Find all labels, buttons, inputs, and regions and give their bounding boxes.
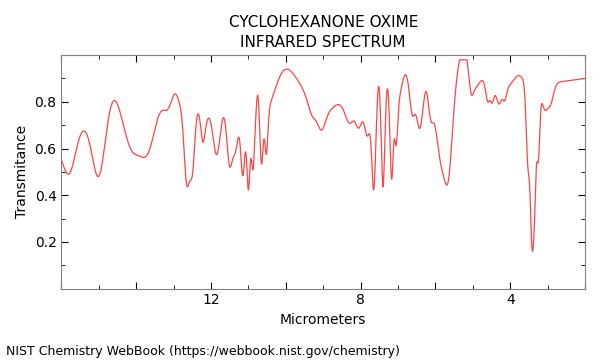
Title: CYCLOHEXANONE OXIME
INFRARED SPECTRUM: CYCLOHEXANONE OXIME INFRARED SPECTRUM — [229, 15, 418, 50]
Y-axis label: Transmitance: Transmitance — [15, 125, 29, 219]
X-axis label: Micrometers: Micrometers — [280, 313, 367, 327]
Text: NIST Chemistry WebBook (https://webbook.nist.gov/chemistry): NIST Chemistry WebBook (https://webbook.… — [6, 345, 400, 358]
